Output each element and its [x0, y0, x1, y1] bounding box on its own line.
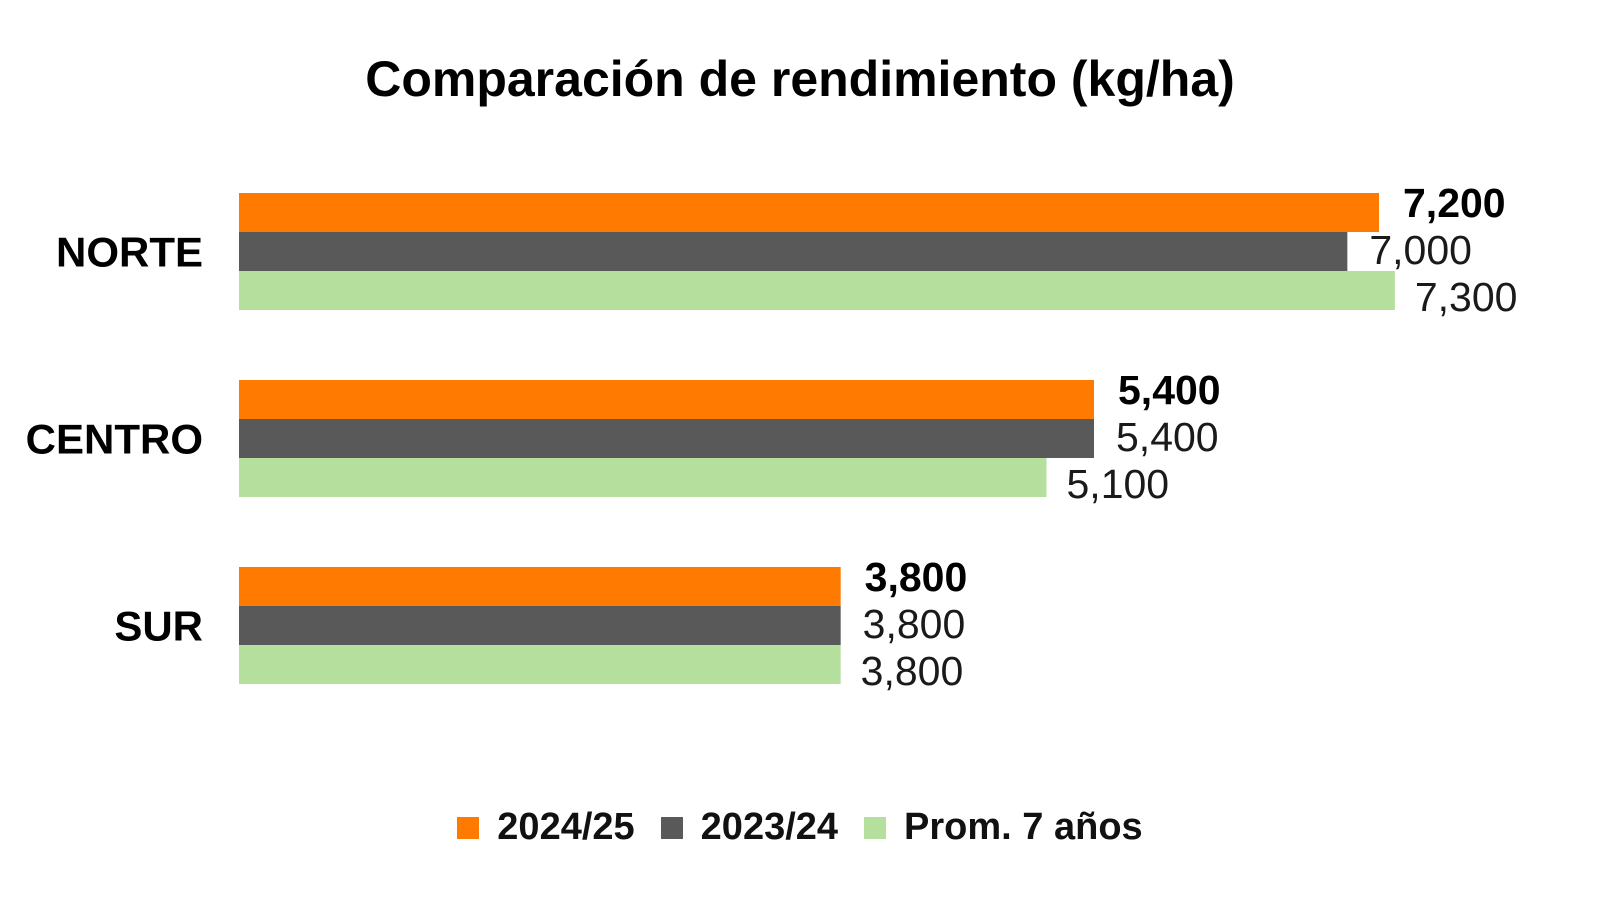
data-label-sur-prom-7-a-os: 3,800 — [861, 648, 964, 694]
data-label-norte-2023-24: 7,000 — [1369, 227, 1472, 273]
legend: 2024/25 2023/24 Prom. 7 años — [0, 806, 1600, 849]
legend-swatch-2023-24 — [660, 816, 683, 839]
bar-centro-prom-7-a-os — [239, 458, 1047, 497]
bar-norte-2023-24 — [239, 232, 1348, 271]
bar-norte-prom-7-a-os — [239, 271, 1395, 310]
legend-item-2024-25: 2024/25 — [457, 806, 635, 849]
data-label-sur-2023-24: 3,800 — [863, 601, 966, 647]
bar-sur-prom-7-a-os — [239, 645, 841, 684]
data-label-centro-prom-7-a-os: 5,100 — [1067, 461, 1170, 507]
data-label-sur-2024-25: 3,800 — [865, 554, 968, 600]
bar-centro-2024-25 — [239, 380, 1094, 419]
legend-item-prom-7-anos: Prom. 7 años — [864, 806, 1143, 849]
category-label-centro: CENTRO — [26, 416, 203, 463]
bar-sur-2024-25 — [239, 567, 841, 606]
bar-centro-2023-24 — [239, 419, 1094, 458]
chart-title: Comparación de rendimiento (kg/ha) — [365, 51, 1235, 107]
legend-label-2023-24: 2023/24 — [700, 806, 839, 848]
data-label-centro-2024-25: 5,400 — [1118, 367, 1221, 413]
legend-label-2024-25: 2024/25 — [497, 806, 635, 848]
legend-swatch-prom-7-anos — [864, 816, 887, 839]
data-label-centro-2023-24: 5,400 — [1116, 414, 1219, 460]
category-label-norte: NORTE — [56, 229, 203, 276]
bar-norte-2024-25 — [239, 193, 1379, 232]
bar-sur-2023-24 — [239, 606, 841, 645]
data-label-norte-2024-25: 7,200 — [1403, 180, 1506, 226]
category-label-sur: SUR — [114, 603, 203, 650]
data-label-norte-prom-7-a-os: 7,300 — [1415, 274, 1518, 320]
legend-swatch-2024-25 — [457, 816, 480, 839]
legend-item-2023-24: 2023/24 — [660, 806, 839, 849]
legend-label-prom-7-anos: Prom. 7 años — [904, 806, 1143, 848]
